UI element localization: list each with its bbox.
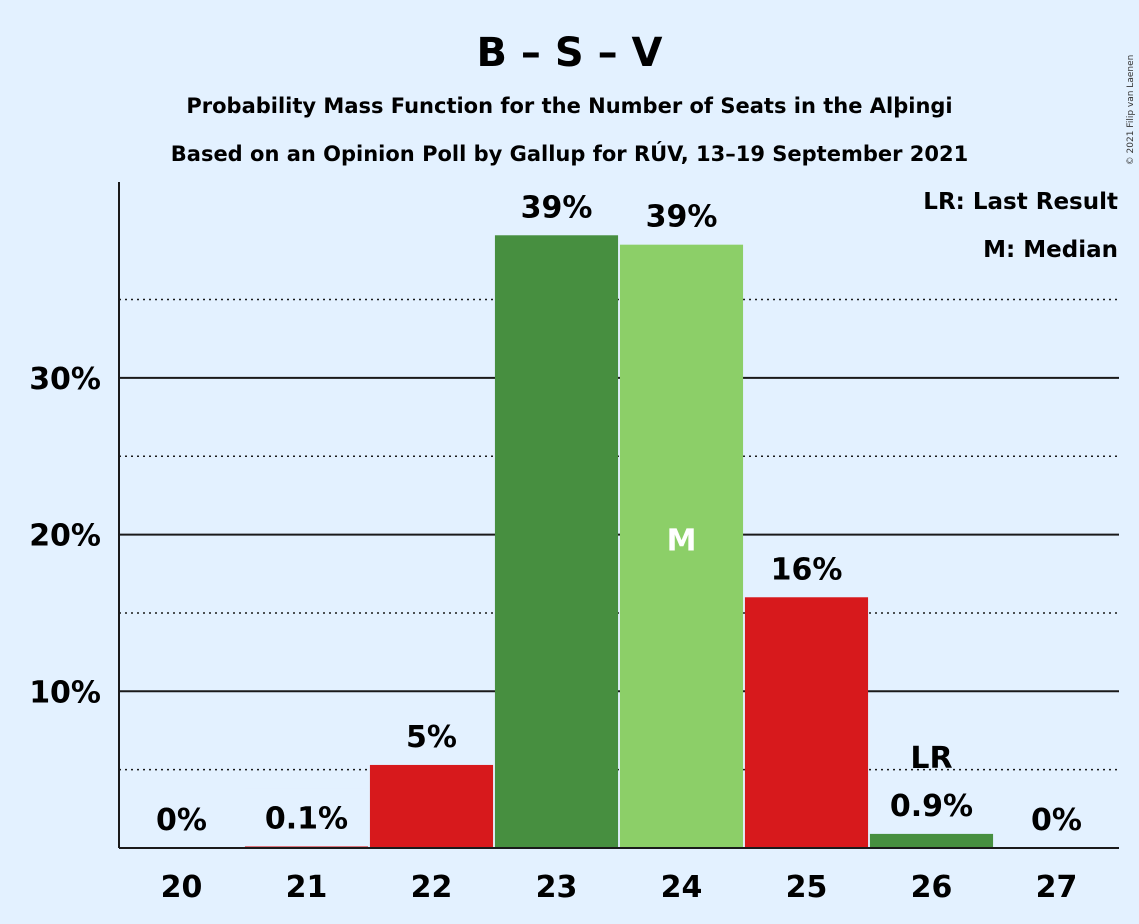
data-label-25: 16% — [771, 552, 843, 587]
data-label-26: 0.9% — [890, 789, 973, 824]
data-label-27: 0% — [1031, 803, 1082, 838]
y-tick-label-30: 30% — [29, 362, 101, 397]
y-tick-labels: 10% 20% 30% — [29, 362, 101, 710]
grid-lines — [119, 182, 1119, 847]
label-band-26 — [869, 775, 994, 834]
x-tick-labels: 20 21 22 23 24 25 26 27 — [161, 870, 1078, 905]
data-labels: 0% 0.1% 5% 39% 39% M 16% LR 0.9% 0% — [156, 190, 1082, 838]
bar-26 — [869, 833, 994, 848]
data-label-20: 0% — [156, 803, 207, 838]
y-tick-label-10: 10% — [29, 675, 101, 710]
y-tick-label-20: 20% — [29, 519, 101, 554]
label-band-24 — [619, 186, 744, 245]
x-tick-label-20: 20 — [161, 870, 203, 905]
bar-24 — [619, 244, 744, 848]
data-label-22: 5% — [406, 720, 457, 755]
data-label-24: 39% — [646, 200, 718, 235]
chart-subtitle-2: Based on an Opinion Poll by Gallup for R… — [171, 141, 968, 166]
label-band-23 — [494, 182, 619, 236]
label-band-25 — [744, 539, 869, 598]
x-tick-label-21: 21 — [286, 870, 328, 905]
x-tick-label-27: 27 — [1036, 870, 1078, 905]
label-band-22 — [369, 706, 494, 765]
x-tick-label-22: 22 — [411, 870, 453, 905]
x-tick-label-26: 26 — [911, 870, 953, 905]
bar-25 — [744, 597, 869, 848]
legend-median: M: Median — [983, 237, 1118, 263]
x-tick-label-23: 23 — [536, 870, 578, 905]
data-label-23: 39% — [521, 190, 593, 225]
chart-subtitle-1: Probability Mass Function for the Number… — [186, 94, 952, 118]
label-band-21 — [244, 788, 369, 847]
data-label-21: 0.1% — [265, 801, 348, 836]
legend-last-result: LR: Last Result — [923, 189, 1118, 215]
bar-22 — [369, 764, 494, 848]
copyright-credit: © 2021 Filip van Laenen — [1126, 55, 1136, 166]
bar-23 — [494, 235, 619, 848]
bars — [244, 235, 994, 848]
last-result-marker: LR — [910, 741, 952, 776]
x-tick-label-24: 24 — [661, 870, 703, 905]
median-marker: M — [667, 523, 697, 558]
x-tick-label-25: 25 — [786, 870, 828, 905]
chart-title: B – S – V — [477, 30, 663, 76]
